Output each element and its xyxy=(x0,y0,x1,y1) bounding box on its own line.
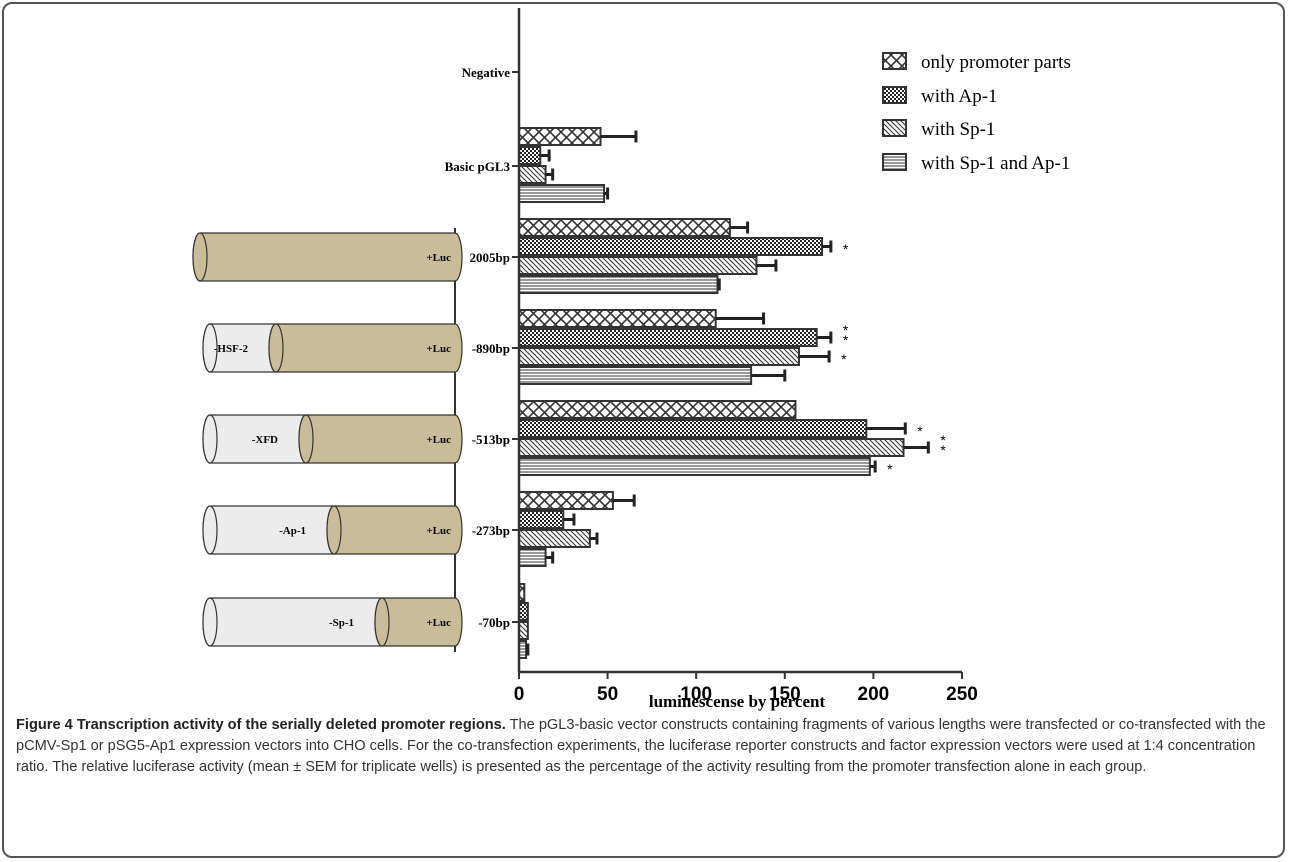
axes xyxy=(517,8,962,674)
bar-513bp-with-sp-1-and-ap-1 xyxy=(518,457,871,476)
bar-890bp-with-sp-1-and-ap-1 xyxy=(518,366,753,385)
construct-513bp-promoter-cap xyxy=(202,414,218,464)
category-label-513bp: -513bp xyxy=(472,432,510,447)
construct-70bp-promoter-label: -Sp-1 xyxy=(329,617,354,629)
x-tick-label-50: 50 xyxy=(597,684,618,705)
significance-star-1: * * xyxy=(843,322,849,348)
caption-title: Figure 4 Transcription activity of the s… xyxy=(16,717,506,733)
construct-70bp-luc-label: +Luc xyxy=(426,617,451,629)
construct-273bp-promoter-label: -Ap-1 xyxy=(279,525,306,537)
legend-swatch-with-sp-1 xyxy=(882,119,907,137)
bar-890bp-with-ap-1 xyxy=(518,328,818,347)
bar-273bp-only-promoter-parts xyxy=(518,491,614,510)
significance-star-3: * xyxy=(917,423,923,439)
construct-diagrams: +Luc -HSF-2 +Luc -XFD +Luc -Ap-1 +Luc -Sp-1 +Luc xyxy=(192,228,463,652)
x-tick-label-200: 200 xyxy=(858,684,890,705)
construct-2005bp-luc xyxy=(192,232,463,282)
construct-513bp-luc-label: +Luc xyxy=(426,434,451,446)
construct-890bp-promoter-cap xyxy=(202,323,218,373)
category-label-890bp: -890bp xyxy=(472,341,510,356)
construct-273bp-promoter xyxy=(202,505,342,555)
category-label-273bp: -273bp xyxy=(472,523,510,538)
bar-513bp-with-ap-1 xyxy=(518,419,868,438)
construct-2005bp-luc-label: +Luc xyxy=(426,252,451,264)
figure-caption: Figure 4 Transcription activity of the s… xyxy=(16,715,1274,778)
construct-273bp-promoter-body xyxy=(202,505,342,555)
bar-513bp-only-promoter-parts xyxy=(518,400,797,419)
significance-markers: ** **** ** xyxy=(841,241,946,477)
legend-label-with-sp-1-and-ap-1: with Sp-1 and Ap-1 xyxy=(921,153,1070,174)
construct-513bp-promoter xyxy=(202,414,314,464)
x-axis-label: luminescense by percent xyxy=(649,692,826,711)
bar-70bp-with-sp-1 xyxy=(518,621,529,640)
bar-70bp-with-ap-1 xyxy=(518,602,529,621)
caption-body: The pGL3-basic vector constructs contain… xyxy=(16,717,1266,775)
bar-2005bp-with-ap-1 xyxy=(518,237,824,256)
legend-swatch-with-sp-1-and-ap-1 xyxy=(882,153,907,171)
construct-273bp-luc-cap xyxy=(326,505,342,555)
bar-series xyxy=(518,127,930,659)
construct-273bp-promoter-cap xyxy=(202,505,218,555)
x-tick-label-100: 100 xyxy=(680,684,712,705)
bar-273bp-with-sp-1-and-ap-1 xyxy=(518,548,547,567)
construct-273bp-luc-label: +Luc xyxy=(426,525,451,537)
category-label-basic-pgl3: Basic pGL3 xyxy=(445,159,511,174)
construct-890bp-promoter-label: -HSF-2 xyxy=(214,343,249,355)
legend-swatch-with-ap-1 xyxy=(882,86,907,104)
bar-2005bp-only-promoter-parts xyxy=(518,218,731,237)
bar-basic-pgl3-with-sp-1-and-ap-1 xyxy=(518,184,606,203)
construct-70bp-luc-cap xyxy=(374,597,390,647)
x-tick-label-250: 250 xyxy=(946,684,978,705)
construct-2005bp-luc-body xyxy=(192,232,463,282)
x-tick-label-0: 0 xyxy=(514,684,525,705)
construct-890bp-luc-cap xyxy=(268,323,284,373)
category-label-2005bp: 2005bp xyxy=(470,250,510,265)
bar-basic-pgl3-with-ap-1 xyxy=(518,146,542,165)
category-label-negative: Negative xyxy=(462,65,511,80)
bar-890bp-with-sp-1 xyxy=(518,347,800,366)
construct-70bp-luc xyxy=(374,597,463,647)
bar-513bp-with-sp-1 xyxy=(518,438,905,457)
construct-273bp-luc xyxy=(326,505,463,555)
bar-chart: +Luc-HSF-2 +Luc-XFD +Luc-Ap-1 +Luc-Sp-1 +Luc… xyxy=(192,8,1071,711)
significance-star-0: * xyxy=(843,241,849,257)
construct-513bp-promoter-label: -XFD xyxy=(252,434,278,446)
construct-513bp-luc-cap xyxy=(298,414,314,464)
x-ticks: 0 50 100 150 200 250 xyxy=(514,672,978,705)
bar-basic-pgl3-only-promoter-parts xyxy=(518,127,602,146)
legend: only promoter parts with Ap-1 with Sp-1 wit… xyxy=(882,52,1071,174)
y-category-labels: Negative Basic pGL3 2005bp -890bp -513bp -273… xyxy=(445,65,519,630)
x-tick-label-150: 150 xyxy=(769,684,801,705)
significance-star-5: * xyxy=(887,461,893,477)
significance-star-2: * xyxy=(841,351,847,367)
bar-890bp-only-promoter-parts xyxy=(518,309,717,328)
bar-2005bp-with-sp-1 xyxy=(518,256,758,275)
construct-70bp-promoter-body xyxy=(202,597,390,647)
construct-70bp-promoter xyxy=(202,597,390,647)
legend-label-with-ap-1: with Ap-1 xyxy=(921,86,998,107)
bar-273bp-with-ap-1 xyxy=(518,510,565,529)
category-label-70bp: -70bp xyxy=(478,615,510,630)
legend-label-only-promoter-parts: only promoter parts xyxy=(921,52,1071,73)
construct-2005bp-luc-cap xyxy=(192,232,208,282)
construct-513bp-luc xyxy=(298,414,463,464)
bar-basic-pgl3-with-sp-1 xyxy=(518,165,547,184)
construct-70bp-promoter-cap xyxy=(202,597,218,647)
legend-label-with-sp-1: with Sp-1 xyxy=(921,119,995,140)
construct-890bp-luc-label: +Luc xyxy=(426,343,451,355)
significance-star-4: * * xyxy=(940,432,946,458)
legend-swatch-only-promoter-parts xyxy=(882,52,907,70)
construct-890bp-luc xyxy=(268,323,463,373)
bar-273bp-with-sp-1 xyxy=(518,529,591,548)
bar-2005bp-with-sp-1-and-ap-1 xyxy=(518,275,719,294)
